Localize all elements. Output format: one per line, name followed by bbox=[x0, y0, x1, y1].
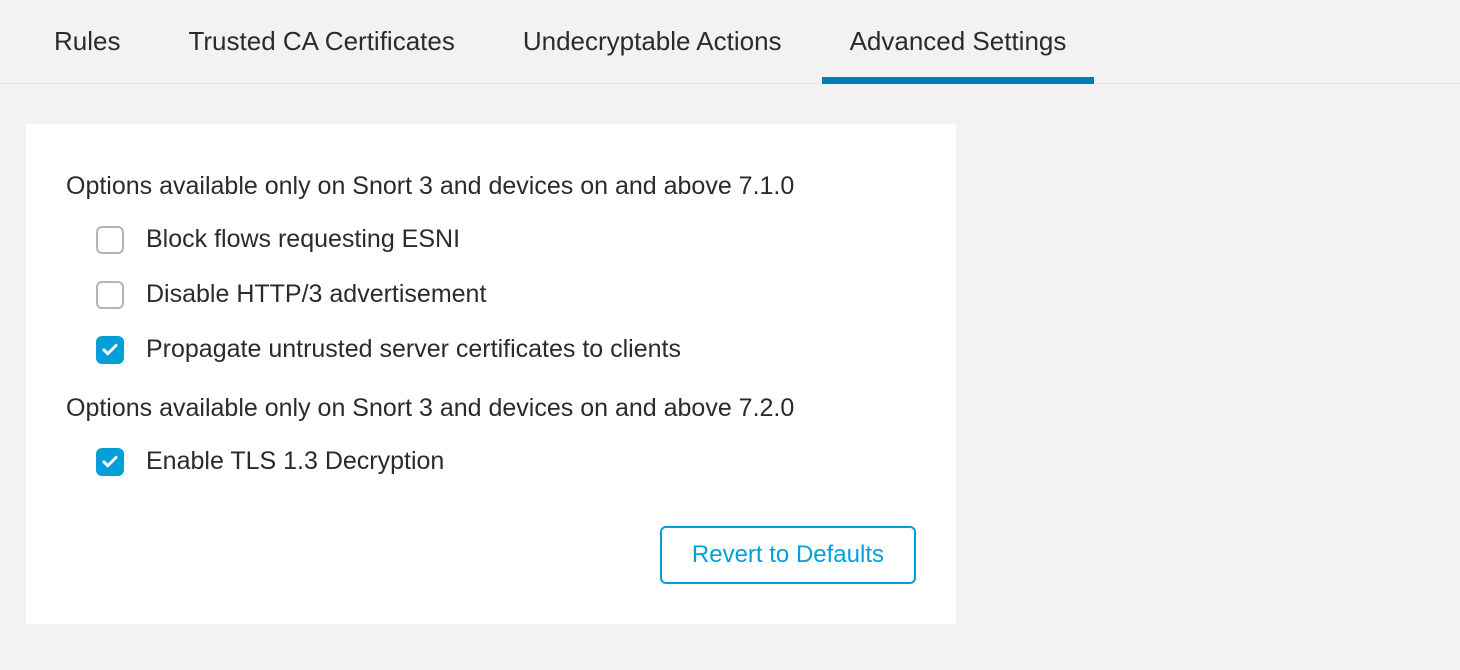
label-enable-tls13[interactable]: Enable TLS 1.3 Decryption bbox=[146, 447, 444, 476]
section-heading-snort3-720: Options available only on Snort 3 and de… bbox=[66, 394, 916, 423]
option-row-block-esni: Block flows requesting ESNI bbox=[96, 225, 916, 254]
label-disable-http3[interactable]: Disable HTTP/3 advertisement bbox=[146, 280, 486, 309]
advanced-settings-panel: Options available only on Snort 3 and de… bbox=[26, 124, 956, 624]
checkbox-disable-http3[interactable] bbox=[96, 281, 124, 309]
section-heading-snort3-710: Options available only on Snort 3 and de… bbox=[66, 172, 916, 201]
tab-trusted-ca-certificates[interactable]: Trusted CA Certificates bbox=[188, 0, 454, 84]
label-block-esni[interactable]: Block flows requesting ESNI bbox=[146, 225, 460, 254]
revert-to-defaults-button[interactable]: Revert to Defaults bbox=[660, 526, 916, 584]
option-row-disable-http3: Disable HTTP/3 advertisement bbox=[96, 280, 916, 309]
option-row-propagate-untrusted: Propagate untrusted server certificates … bbox=[96, 335, 916, 364]
tab-rules[interactable]: Rules bbox=[54, 0, 120, 84]
checkmark-icon bbox=[101, 453, 119, 471]
tab-undecryptable-actions[interactable]: Undecryptable Actions bbox=[523, 0, 782, 84]
label-propagate-untrusted[interactable]: Propagate untrusted server certificates … bbox=[146, 335, 681, 364]
checkbox-block-esni[interactable] bbox=[96, 226, 124, 254]
checkbox-enable-tls13[interactable] bbox=[96, 448, 124, 476]
tabs-bar: Rules Trusted CA Certificates Undecrypta… bbox=[0, 0, 1460, 84]
tab-advanced-settings[interactable]: Advanced Settings bbox=[850, 0, 1067, 84]
button-row: Revert to Defaults bbox=[66, 526, 916, 584]
checkmark-icon bbox=[101, 341, 119, 359]
checkbox-propagate-untrusted[interactable] bbox=[96, 336, 124, 364]
option-row-enable-tls13: Enable TLS 1.3 Decryption bbox=[96, 447, 916, 476]
